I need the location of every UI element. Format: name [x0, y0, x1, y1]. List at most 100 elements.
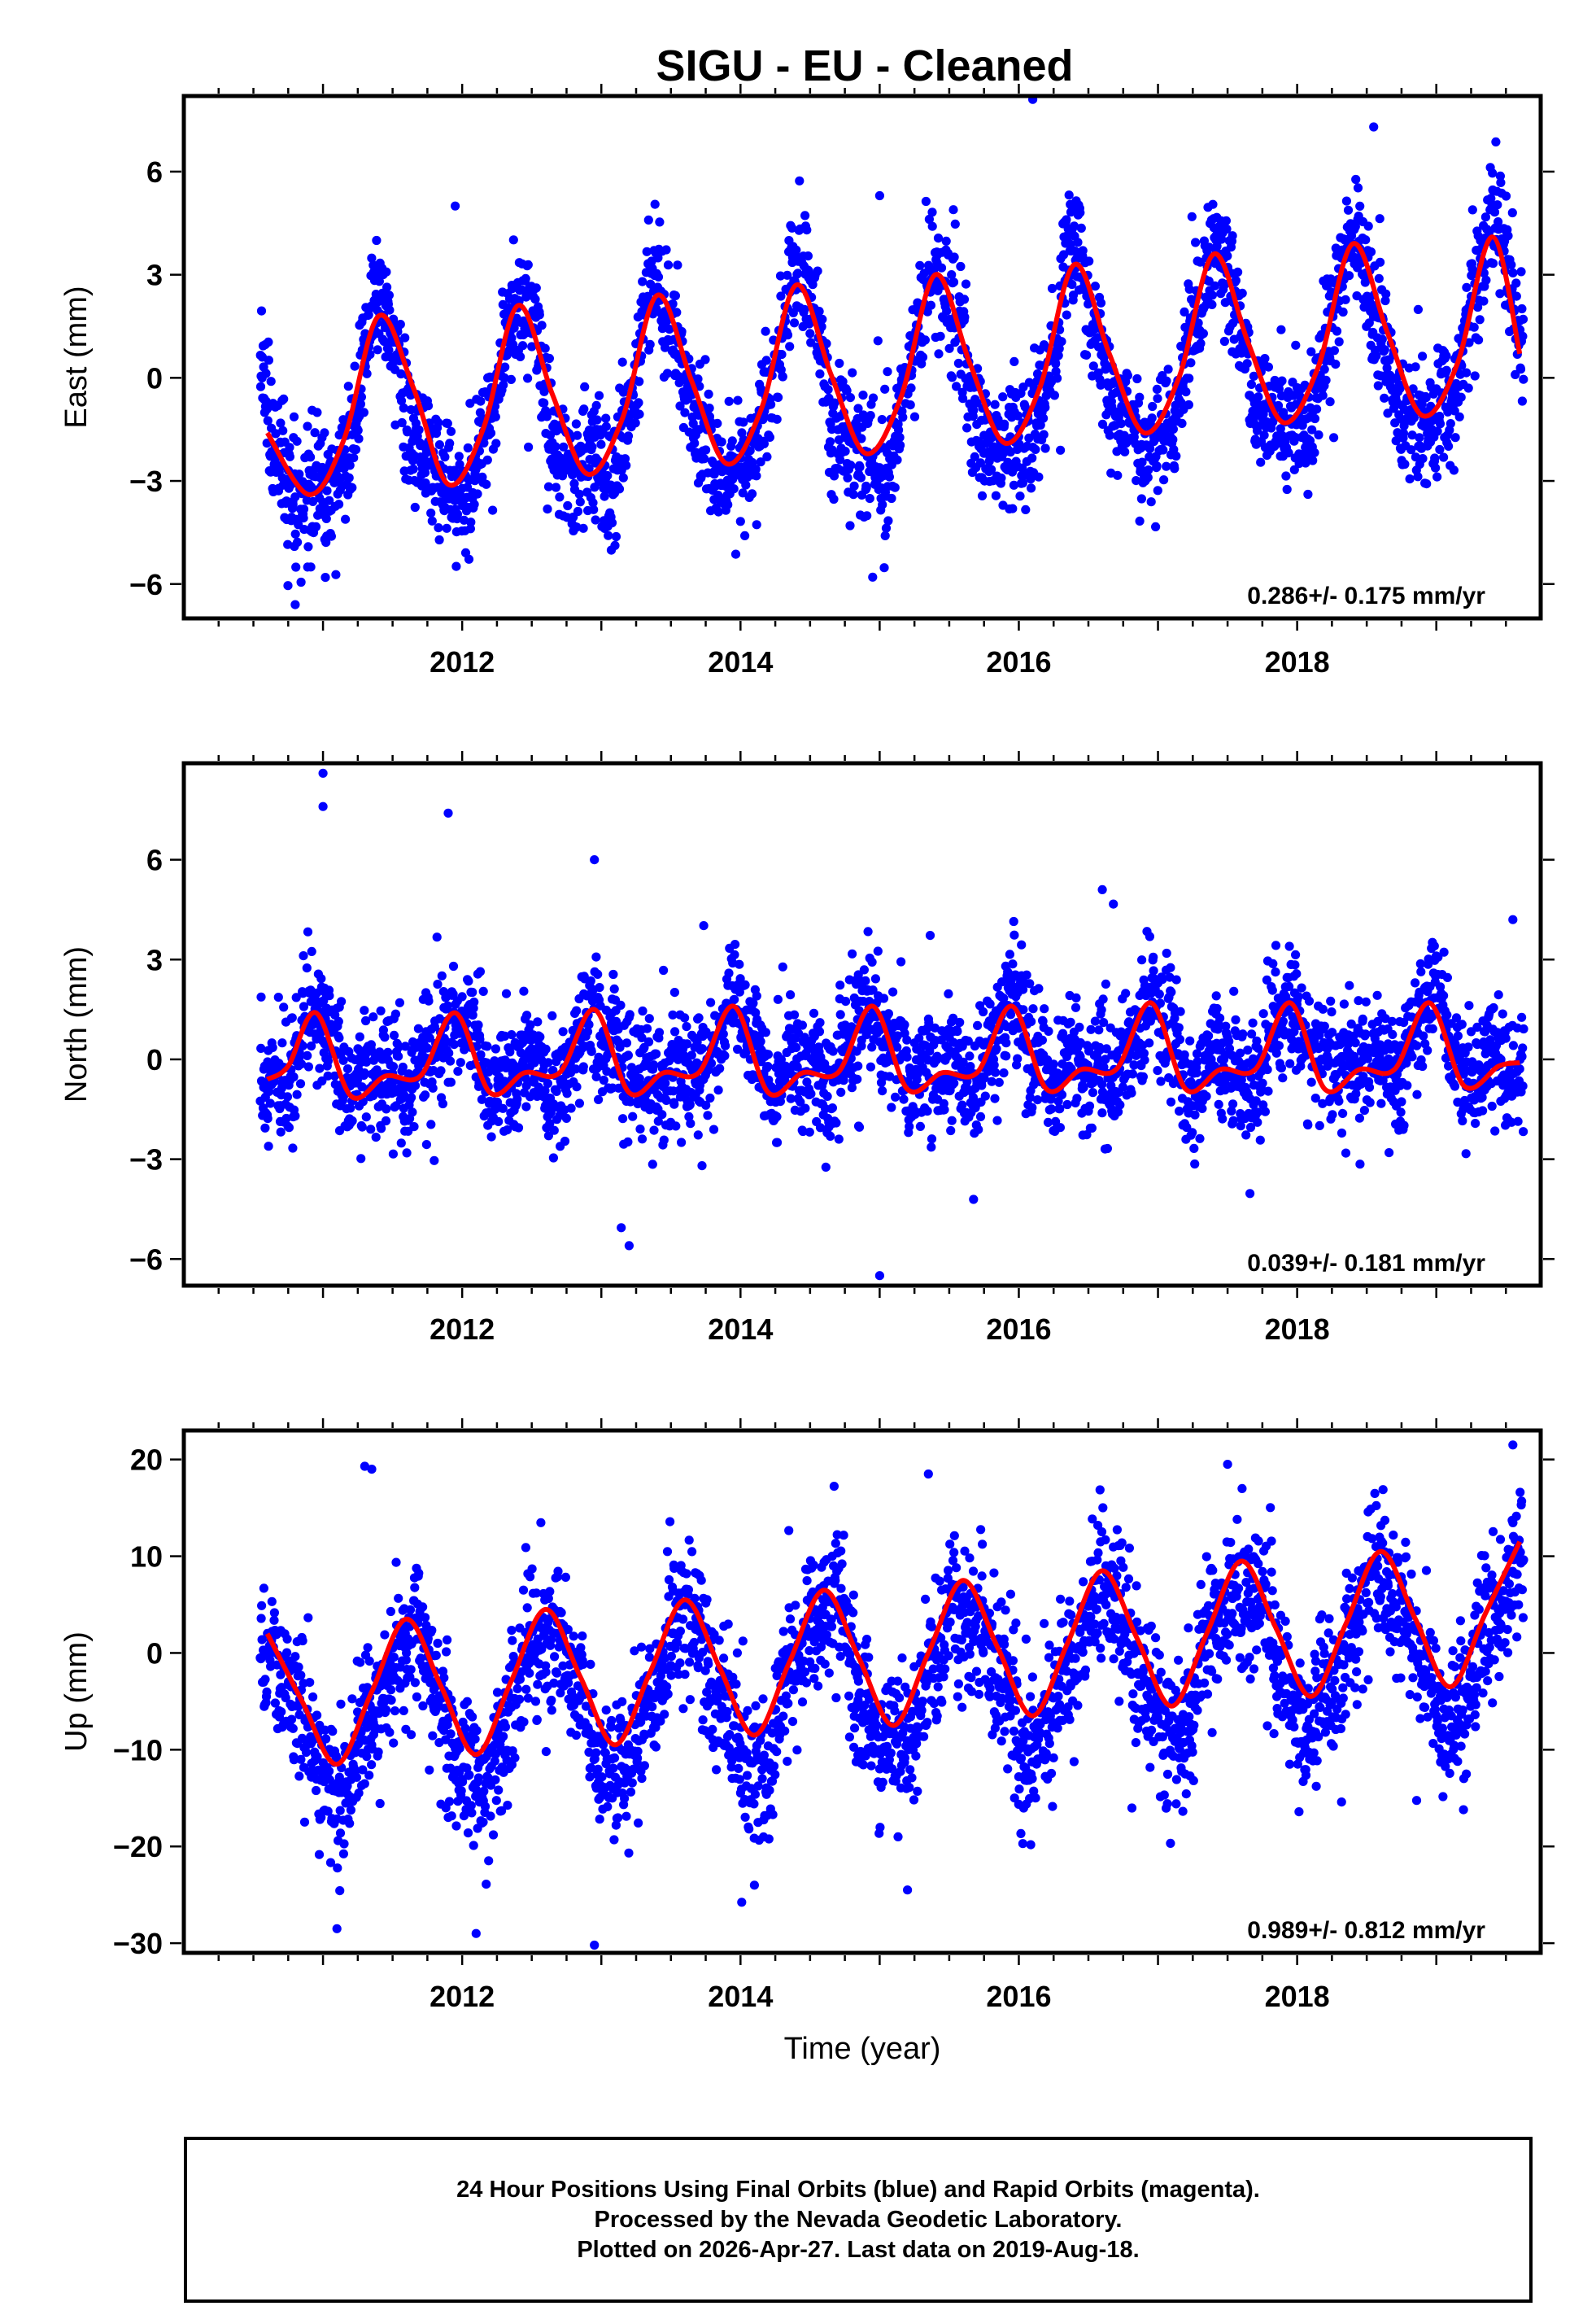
east-data-point [1184, 373, 1194, 383]
east-data-point [704, 389, 713, 399]
east-data-point [1463, 383, 1473, 393]
east-data-point [1113, 470, 1123, 480]
east-data-point [373, 345, 382, 355]
north-data-point [264, 1142, 273, 1151]
north-data-point [426, 1120, 436, 1129]
north-data-point [924, 1018, 934, 1028]
east-data-point [1151, 522, 1161, 532]
north-data-point [594, 1094, 604, 1104]
north-data-point [800, 1033, 809, 1042]
east-data-point [866, 411, 875, 421]
north-data-point [680, 1013, 690, 1023]
north-data-point [949, 1078, 959, 1088]
east-data-point [421, 478, 430, 488]
east-data-point [1325, 397, 1335, 407]
east-data-point [1332, 326, 1342, 336]
east-data-point [1273, 400, 1284, 411]
north-data-point [512, 1094, 522, 1104]
east-data-point [434, 440, 445, 450]
east-data-point [255, 382, 266, 391]
east-data-point [896, 440, 905, 450]
north-data-point [661, 1095, 671, 1105]
east-data-point [1310, 448, 1319, 457]
east-data-point [783, 270, 792, 280]
east-data-point [443, 418, 452, 429]
east-data-point [1409, 413, 1419, 422]
east-data-point [1470, 371, 1480, 381]
east-data-point [1039, 430, 1049, 439]
east-data-point [861, 483, 871, 493]
east-data-point [655, 217, 665, 227]
north-data-point [697, 1044, 708, 1054]
north-data-point [425, 1033, 434, 1043]
east-data-point [1405, 474, 1415, 484]
east-data-point [601, 413, 611, 423]
east-data-point [523, 260, 533, 269]
east-data-point [1070, 221, 1079, 231]
east-data-point [310, 428, 320, 438]
north-data-point [360, 1068, 369, 1078]
north-data-point [748, 998, 758, 1008]
east-data-point [1143, 473, 1153, 483]
east-data-point [1051, 366, 1061, 377]
east-data-point [776, 291, 786, 301]
north-data-point [582, 1027, 593, 1037]
east-data-point [1456, 392, 1466, 402]
north-data-point [773, 994, 783, 1004]
north-data-point [797, 1020, 808, 1030]
east-data-point [551, 483, 561, 492]
north-data-point [547, 1011, 557, 1020]
east-data-point [331, 570, 341, 579]
east-data-point [998, 392, 1008, 402]
east-data-point [1406, 445, 1416, 455]
north-data-point [449, 1040, 459, 1050]
north-data-point [298, 1041, 307, 1050]
east-data-point [1517, 304, 1527, 314]
north-data-point [436, 1066, 446, 1076]
east-data-point [1207, 299, 1217, 309]
east-data-point [975, 458, 985, 468]
east-data-point [292, 436, 302, 446]
east-data-point [1177, 418, 1187, 429]
north-data-point [870, 974, 880, 984]
east-data-point [1377, 334, 1387, 344]
east-data-point [772, 414, 782, 424]
east-data-point [1501, 191, 1511, 201]
east-data-point [579, 404, 589, 414]
east-data-point [607, 518, 617, 528]
east-data-point [592, 415, 602, 425]
north-data-point [1043, 1117, 1053, 1127]
east-data-point [829, 471, 839, 481]
north-data-point [1013, 1054, 1023, 1063]
east-data-point [950, 219, 960, 229]
north-data-point [334, 1033, 344, 1043]
east-data-point [276, 418, 286, 428]
east-data-point [1517, 396, 1527, 406]
east-data-point [915, 260, 925, 270]
east-data-point [1391, 436, 1401, 446]
north-data-point [867, 957, 877, 967]
east-data-point [596, 439, 606, 449]
north-data [255, 768, 1528, 1281]
north-data-point [444, 1048, 454, 1058]
east-data-point [650, 199, 660, 209]
east-data-point [1422, 479, 1432, 489]
north-data-point [730, 940, 740, 950]
north-data-point [835, 1010, 845, 1020]
east-data [255, 96, 1528, 609]
east-data-point [1228, 231, 1237, 241]
north-data-point [953, 1027, 962, 1037]
north-data-point [482, 1042, 492, 1051]
north-data-point [477, 1094, 487, 1104]
east-data-point [634, 377, 644, 387]
north-data-point [595, 983, 604, 993]
north-data-point [390, 1009, 400, 1019]
north-data-point [828, 1046, 838, 1056]
east-data-point [709, 469, 719, 479]
east-data-point [508, 235, 518, 245]
east-data-point [1518, 331, 1528, 341]
east-data-point [1289, 465, 1299, 474]
east-data-point [909, 412, 920, 421]
east-data-point [926, 300, 935, 310]
east-data-point [1040, 443, 1050, 453]
